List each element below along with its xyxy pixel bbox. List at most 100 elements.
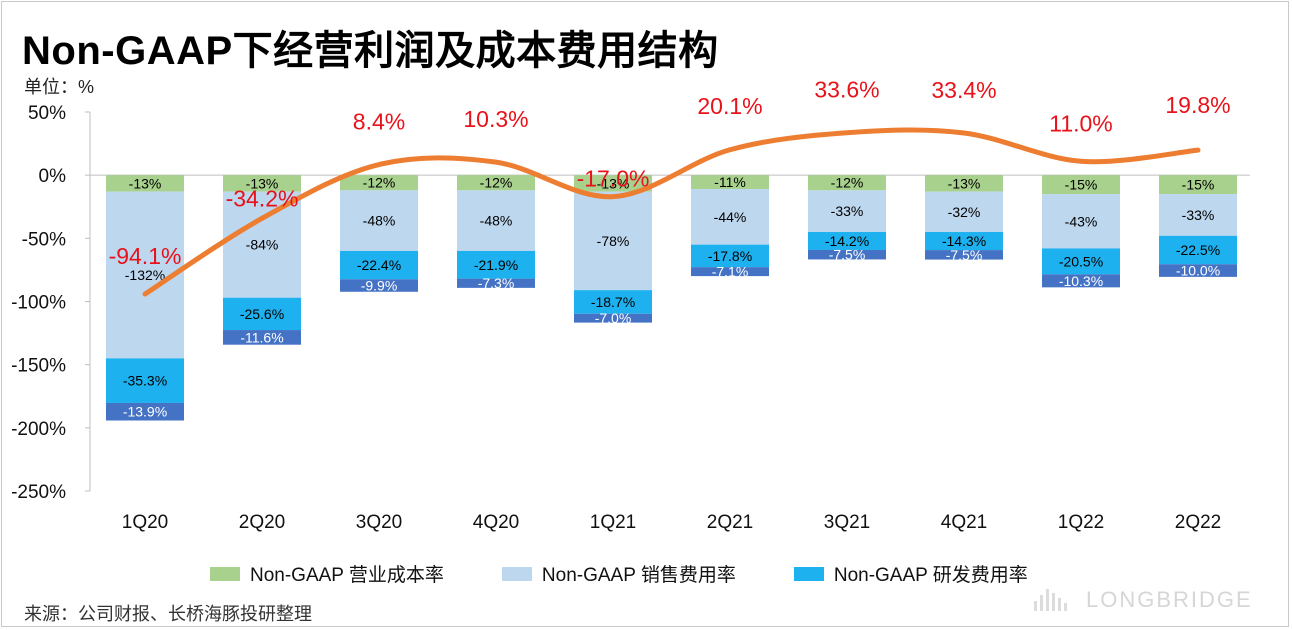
bar-other (808, 249, 886, 260)
bar-data-label: -33% (831, 203, 864, 219)
legend-swatch-cost (210, 566, 240, 581)
bar-sales (691, 189, 769, 245)
y-tick-label: 50% (28, 103, 66, 124)
bar-cost (691, 175, 769, 190)
bar-data-label: -13% (948, 175, 981, 191)
legend-item-cost: Non-GAAP 营业成本率 (210, 560, 444, 587)
bar-data-label: -14.3% (942, 233, 986, 249)
bar-rd (925, 232, 1003, 251)
bar-other (340, 279, 418, 292)
unit-label: 单位：% (24, 77, 95, 97)
bar-rd (223, 297, 301, 331)
bar-rd (106, 358, 184, 403)
legend: Non-GAAP 营业成本率 Non-GAAP 销售费用率 Non-GAAP 研… (210, 560, 1086, 587)
bar-data-label: -43% (1065, 213, 1098, 229)
brand-text: LONGBRIDGE (1086, 587, 1253, 612)
bar-data-label: -15% (1065, 177, 1098, 193)
bar-data-label: -33% (1182, 207, 1215, 223)
line-data-label: -17.0% (577, 166, 650, 192)
bar-rd (457, 250, 535, 279)
source-note: 来源：公司财报、长桥海豚投研整理 (24, 604, 312, 624)
x-tick-label: 2Q21 (707, 512, 753, 533)
y-tick-label: -250% (11, 482, 66, 503)
legend-label-sales: Non-GAAP 销售费用率 (541, 565, 736, 586)
bar-other (223, 330, 301, 345)
bar-cost (106, 175, 184, 192)
bar-data-label: -13% (597, 175, 630, 191)
bar-sales (808, 190, 886, 233)
brand-watermark: LONGBRIDGE (1034, 587, 1253, 613)
bar-sales (457, 190, 535, 251)
bar-sales (340, 190, 418, 251)
x-tick-label: 2Q20 (239, 512, 285, 533)
bar-data-label: -84% (246, 237, 279, 253)
bar-cost (808, 175, 886, 191)
bar-cost (574, 175, 652, 192)
bar-data-label: -35.3% (123, 373, 167, 389)
bar-other (691, 267, 769, 277)
line-data-label: 8.4% (353, 109, 405, 135)
chart-title: Non-GAAP下经营利润及成本费用结构 (22, 29, 719, 73)
bar-other (1042, 274, 1120, 288)
x-tick-label: 4Q21 (941, 512, 987, 533)
bar-data-label: -48% (363, 213, 396, 229)
y-tick-label: -100% (11, 293, 66, 314)
brand-bars-icon (1034, 589, 1067, 611)
bar-sales (1042, 194, 1120, 249)
bar-data-label: -12% (480, 175, 513, 191)
bar-data-label: -17.8% (708, 248, 752, 264)
legend-item-rd: Non-GAAP 研发费用率 (793, 560, 1028, 587)
bar-data-label: -44% (714, 209, 747, 225)
bar-data-label: -78% (597, 233, 630, 249)
bar-other (574, 313, 652, 323)
bar-data-label: -21.9% (474, 257, 518, 273)
bar-data-label: -10.3% (1059, 273, 1103, 289)
bar-data-label: -22.5% (1176, 242, 1220, 258)
bar-data-label: -14.2% (825, 233, 869, 249)
bar-rd (1159, 235, 1237, 265)
legend-item-sales: Non-GAAP 销售费用率 (501, 560, 736, 587)
bar-rd (691, 244, 769, 268)
legend-swatch-rd (793, 566, 824, 581)
y-tick-label: 0% (39, 166, 67, 187)
line-data-label: 33.6% (814, 77, 879, 103)
bar-rd (808, 232, 886, 250)
bar-cost (457, 175, 535, 191)
bar-data-label: -25.6% (240, 306, 284, 322)
bar-data-label: -12% (363, 175, 396, 191)
bar-data-label: -12% (831, 175, 864, 191)
line-data-label: 20.1% (697, 93, 762, 119)
x-tick-label: 1Q22 (1058, 512, 1104, 533)
operating-margin-line (142, 127, 1201, 297)
bar-data-label: -11.6% (240, 329, 283, 345)
bar-cost (223, 175, 301, 192)
bar-sales (574, 191, 652, 291)
bar-other (106, 402, 184, 421)
y-tick-label: -50% (22, 229, 66, 250)
bar-cost (340, 175, 418, 191)
line-data-label: 33.4% (931, 77, 996, 103)
bar-sales (1159, 194, 1237, 236)
x-tick-label: 2Q22 (1175, 512, 1221, 533)
bar-data-label: -11% (714, 174, 746, 190)
bar-data-label: -48% (480, 213, 513, 229)
bar-data-label: -10.0% (1176, 263, 1220, 279)
bar-cost (925, 175, 1003, 192)
bar-sales (223, 191, 301, 298)
bar-rd (340, 250, 418, 280)
x-tick-label: 1Q21 (590, 512, 636, 533)
line-data-label: 11.0% (1049, 110, 1113, 136)
bar-data-label: -13.9% (123, 404, 167, 420)
bar-data-label: -32% (948, 204, 981, 220)
bar-data-label: -20.5% (1059, 253, 1103, 269)
bar-cost (1159, 175, 1237, 195)
bar-rd (1042, 248, 1120, 275)
bar-other (457, 278, 535, 288)
x-tick-label: 3Q21 (824, 512, 870, 533)
bar-other (1159, 264, 1237, 277)
line-data-label: 19.8% (1165, 92, 1230, 118)
line-data-label: -34.2% (226, 185, 299, 211)
bar-cost (1042, 175, 1120, 195)
bar-data-label: -9.9% (361, 278, 398, 294)
